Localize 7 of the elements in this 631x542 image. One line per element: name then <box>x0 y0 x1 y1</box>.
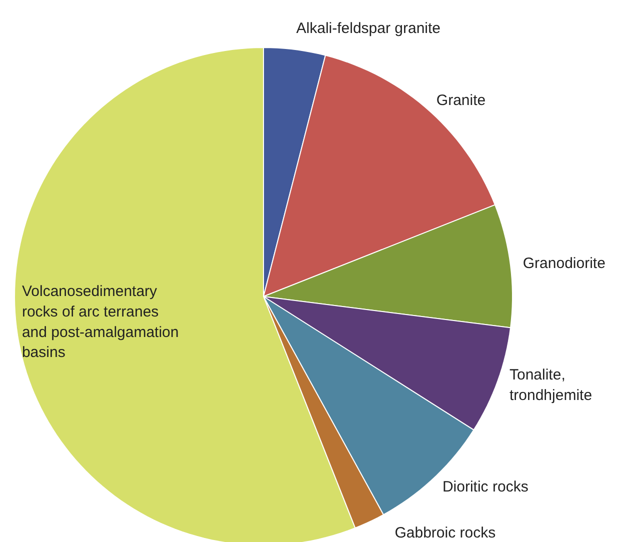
slice-label: Granodiorite <box>522 255 606 272</box>
slice-label: Gabbroic rocks <box>394 524 496 542</box>
slice-label: Granite <box>436 92 486 109</box>
slice-label: Alkali-feldspar granite <box>296 20 441 38</box>
slice-label: Dioritic rocks <box>442 478 528 496</box>
slice-label: Volcanosedimentary rocks of arc terranes and post-amalgamation basins <box>22 283 179 362</box>
slice-label: Tonalite, trondhjemite <box>509 366 592 404</box>
